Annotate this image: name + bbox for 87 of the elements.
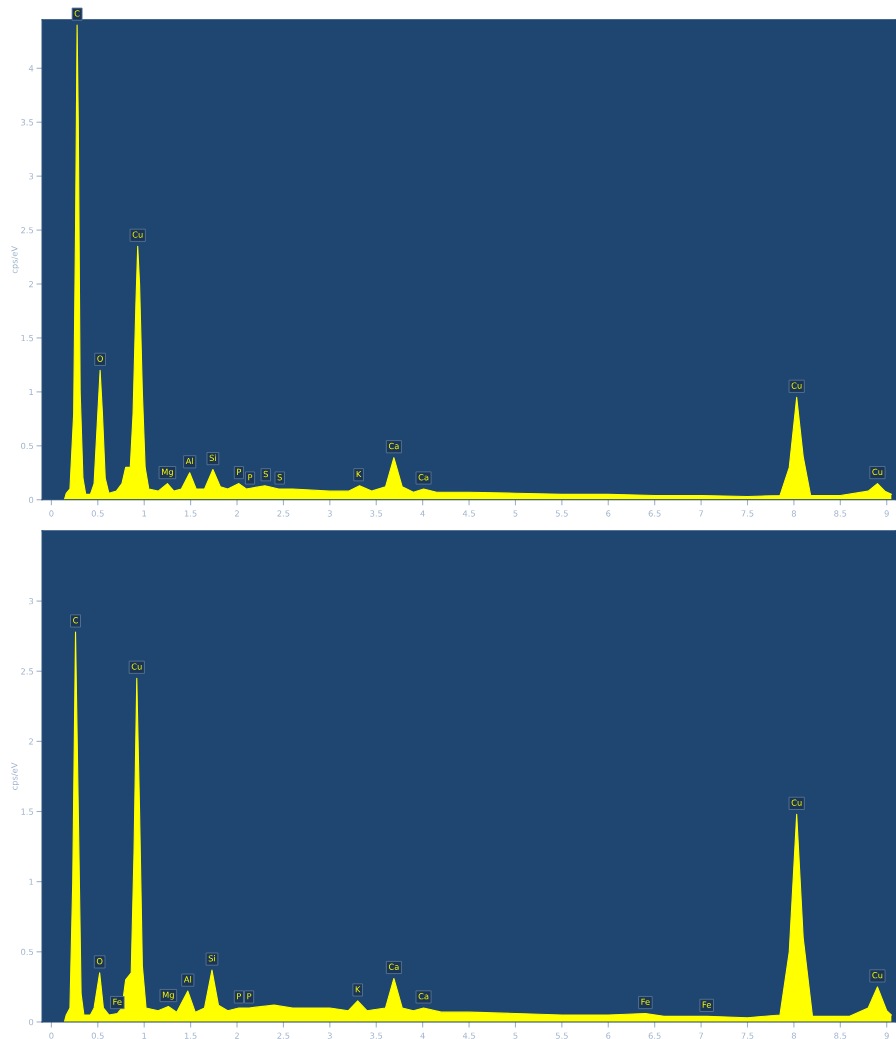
annotation: Ca [388, 963, 399, 970]
annotation: Si [209, 454, 216, 461]
y-tick-label: 2.5 [21, 668, 34, 675]
annotation: K [355, 986, 361, 993]
y-tick-label: 1.5 [21, 335, 34, 342]
annotation: P [247, 993, 252, 1000]
annotation: Cu [791, 799, 802, 806]
annotation: Fe [702, 1001, 711, 1008]
annotation: C [74, 10, 80, 17]
x-tick-label: 3 [327, 510, 332, 517]
annotation: Al [185, 457, 193, 465]
y-axis-title: cps/eV [11, 245, 20, 274]
y-tick-label: 0.5 [21, 442, 34, 450]
x-tick-label: 4.5 [462, 1032, 475, 1039]
y-tick-label: 0 [29, 1018, 34, 1026]
y-tick-label: 3 [29, 173, 34, 180]
x-tick-label: 0 [49, 510, 54, 517]
x-tick-label: 1.5 [184, 510, 197, 517]
x-tick-label: 7.5 [741, 1032, 754, 1039]
annotation: P [237, 468, 242, 475]
y-tick-label: 1.5 [21, 808, 34, 815]
x-tick-label: 0.5 [91, 1032, 104, 1039]
x-tick-label: 4 [420, 510, 425, 517]
annotation: S [263, 470, 268, 478]
x-tick-label: 8 [791, 510, 796, 517]
annotation: Ca [388, 442, 399, 450]
y-tick-label: 0 [29, 496, 34, 504]
x-tick-label: 2 [234, 510, 239, 517]
x-tick-label: 2.5 [277, 1032, 290, 1039]
annotation: Ca [418, 993, 429, 1000]
y-tick-label: 2.5 [21, 227, 34, 234]
x-tick-label: 3 [327, 1032, 332, 1039]
x-tick-label: 5.5 [555, 510, 568, 517]
y-tick-label: 1 [29, 878, 34, 885]
annotation: C [73, 617, 78, 624]
annotation: Cu [791, 382, 802, 389]
y-tick-label: 2 [29, 281, 33, 288]
x-tick-label: 8 [791, 1032, 796, 1039]
y-tick-label: 1 [29, 388, 34, 396]
x-tick-label: 4 [420, 1032, 425, 1039]
x-tick-label: 2 [234, 1032, 239, 1039]
annotation: Mg [162, 991, 174, 1000]
annotation: Cu [872, 972, 883, 979]
annotation: Al [183, 976, 192, 983]
x-tick-label: 7.5 [741, 510, 754, 517]
x-tick-label: 7 [699, 510, 704, 517]
x-tick-label: 3.5 [370, 510, 383, 517]
annotation: Fe [641, 998, 650, 1005]
x-tick-label: 0 [49, 1032, 54, 1039]
annotation: Fe [113, 998, 122, 1005]
annotation: Cu [131, 663, 142, 670]
annotation: Cu [132, 231, 143, 238]
x-tick-label: 9 [884, 1032, 889, 1039]
y-axis-title: cps/eV [11, 762, 20, 790]
x-tick-label: 6.5 [648, 510, 661, 517]
y-tick-label: 3 [29, 598, 34, 605]
annotation: O [97, 355, 103, 362]
annotation: S [277, 474, 282, 481]
y-tick-label: 4 [28, 65, 34, 72]
annotation: O [96, 957, 103, 965]
x-tick-label: 5.5 [555, 1032, 568, 1039]
annotation: P [237, 993, 242, 1000]
x-tick-label: 6.5 [648, 1032, 661, 1039]
y-tick-label: 0.5 [21, 948, 34, 956]
x-tick-label: 5 [513, 1032, 518, 1039]
annotation: P [248, 474, 253, 481]
x-tick-label: 1 [142, 1032, 147, 1039]
annotation: Ca [418, 474, 429, 481]
annotation: Mg [161, 468, 173, 477]
y-tick-label: 3.5 [21, 119, 34, 126]
x-tick-label: 9 [884, 510, 889, 517]
x-tick-label: 1 [142, 510, 147, 517]
x-tick-label: 6 [606, 510, 611, 517]
x-tick-label: 3.5 [370, 1032, 383, 1039]
x-tick-label: 4.5 [462, 510, 475, 517]
x-tick-label: 8.5 [834, 510, 847, 517]
x-tick-label: 6 [606, 1032, 611, 1039]
annotation: Cu [872, 468, 883, 476]
x-tick-label: 2.5 [277, 510, 290, 517]
annotation: Si [208, 955, 215, 962]
y-tick-label: 2 [29, 738, 33, 745]
x-tick-label: 7 [699, 1032, 704, 1039]
x-tick-label: 1.5 [184, 1032, 197, 1039]
x-tick-label: 8.5 [834, 1032, 847, 1039]
x-tick-label: 0.5 [91, 510, 104, 517]
x-tick-label: 5 [513, 510, 518, 517]
annotation: K [356, 470, 362, 478]
